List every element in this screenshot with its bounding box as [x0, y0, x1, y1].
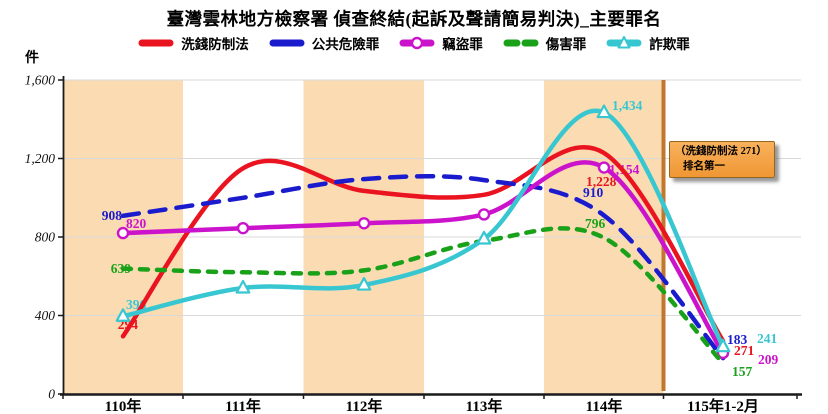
legend-item-public-danger: 公共危險罪 [269, 33, 380, 53]
legend-swatch-theft-icon [399, 36, 435, 50]
y-axis-unit-label: 件 [25, 51, 39, 66]
x-tick-label: 111年 [225, 397, 261, 414]
marker-circle-theft [477, 208, 491, 221]
legend-swatch-injury-icon [503, 39, 539, 47]
legend-label-fraud: 詐欺罪 [649, 37, 690, 52]
annotation-callout: （洗錢防制法 271） 排名第一 [669, 141, 775, 179]
x-tick-label: 115年1-2月 [687, 397, 759, 414]
marker-triangle-fraud [235, 279, 251, 294]
annotation-line2: 排名第一 [683, 160, 725, 172]
legend: 洗錢防制法 公共危險罪 竊盜罪 傷害罪 詐欺罪 [0, 33, 828, 53]
legend-swatch-money-laundering-act-icon [138, 39, 174, 47]
marker-triangle-fraud [356, 276, 372, 291]
x-tick-label: 113年 [466, 397, 503, 414]
series-line-money-laundering-act [120, 145, 726, 344]
data-label: 241 [757, 331, 778, 346]
annotation-line1: （洗錢防制法 271） [675, 146, 767, 157]
series-line-public-danger [120, 173, 726, 361]
legend-label-money-laundering-act: 洗錢防制法 [181, 37, 249, 52]
marker-triangle-fraud [715, 338, 731, 353]
y-tick-label: 800 [35, 230, 56, 245]
legend-item-theft: 竊盜罪 [399, 33, 483, 53]
data-label: 796 [585, 216, 606, 231]
data-label: 157 [732, 364, 753, 379]
legend-label-injury: 傷害罪 [545, 37, 587, 52]
data-label: 183 [727, 332, 748, 347]
y-tick-label: 1,200 [25, 151, 56, 166]
legend-label-public-danger: 公共危險罪 [311, 37, 380, 52]
data-label: 271 [734, 343, 755, 358]
marker-circle-theft [236, 221, 250, 235]
legend-item-money-laundering-act: 洗錢防制法 [138, 33, 249, 53]
legend-item-injury: 傷害罪 [503, 33, 587, 53]
legend-triangle-marker-icon [617, 36, 631, 49]
data-label: 1,434 [612, 98, 643, 113]
x-tick-label: 110年 [105, 397, 142, 414]
marker-triangle-fraud [596, 104, 612, 119]
y-tick-label: 400 [35, 308, 56, 323]
legend-item-fraud: 詐欺罪 [606, 33, 690, 53]
x-tick-label: 112年 [346, 397, 383, 414]
data-label: 910 [583, 185, 604, 200]
marker-circle-theft [357, 217, 371, 230]
chart-title: 臺灣雲林地方檢察署 偵查終結(起訴及聲請簡易判決)_主要罪名 [166, 9, 662, 29]
marker-circle-theft [116, 226, 130, 240]
legend-label-theft: 竊盜罪 [442, 37, 483, 52]
data-label: 1,228 [586, 174, 617, 189]
legend-swatch-public-danger-icon [269, 39, 305, 47]
legend-circle-marker-icon [411, 36, 424, 50]
y-tick-label: 0 [48, 387, 55, 402]
data-label: 908 [102, 208, 123, 223]
data-label: 209 [758, 352, 779, 367]
x-tick-label: 114年 [586, 397, 623, 414]
marker-triangle-fraud [476, 230, 492, 245]
series-line-injury [120, 226, 726, 366]
marker-circle-theft [597, 161, 611, 174]
marker-triangle-fraud [115, 308, 131, 322]
data-label: 820 [126, 216, 147, 231]
y-tick-label: 1,600 [25, 73, 56, 88]
legend-swatch-fraud-icon [606, 36, 642, 49]
